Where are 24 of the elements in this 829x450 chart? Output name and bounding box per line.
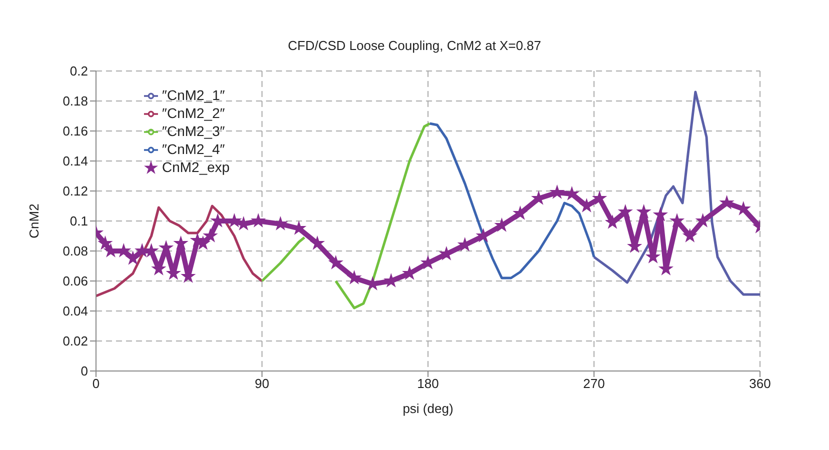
y-tick-label: 0.06 — [62, 274, 88, 289]
y-tick-label: 0.16 — [62, 124, 88, 139]
x-tick-label: 270 — [583, 376, 605, 392]
legend-label: ″CnM2_3″ — [162, 123, 225, 139]
y-tick-label: 0.12 — [62, 184, 88, 199]
legend-label: ″CnM2_2″ — [162, 105, 225, 121]
legend-label: ″CnM2_4″ — [162, 141, 225, 157]
y-tick-label: 0.1 — [70, 214, 88, 229]
y-tick-label: 0.18 — [62, 94, 88, 109]
x-tick-label: 180 — [417, 376, 439, 392]
y-axis-title: CnM2 — [26, 204, 42, 238]
y-tick-label: 0.08 — [62, 244, 88, 259]
y-tick-label: 0.2 — [70, 64, 88, 79]
legend-label: ″CnM2_1″ — [162, 87, 225, 103]
x-tick-label: 90 — [254, 376, 270, 392]
y-tick-label: 0.04 — [62, 304, 88, 319]
x-axis-title: psi (deg) — [402, 401, 454, 416]
chart-title: CFD/CSD Loose Coupling, CnM2 at X=0.87 — [286, 38, 542, 53]
y-tick-label: 0.14 — [62, 154, 88, 169]
legend-label: CnM2_exp — [162, 159, 230, 175]
x-tick-label: 0 — [92, 376, 100, 392]
y-tick-label: 0 — [80, 364, 88, 379]
x-tick-label: 360 — [749, 376, 771, 392]
y-tick-label: 0.02 — [62, 334, 88, 349]
